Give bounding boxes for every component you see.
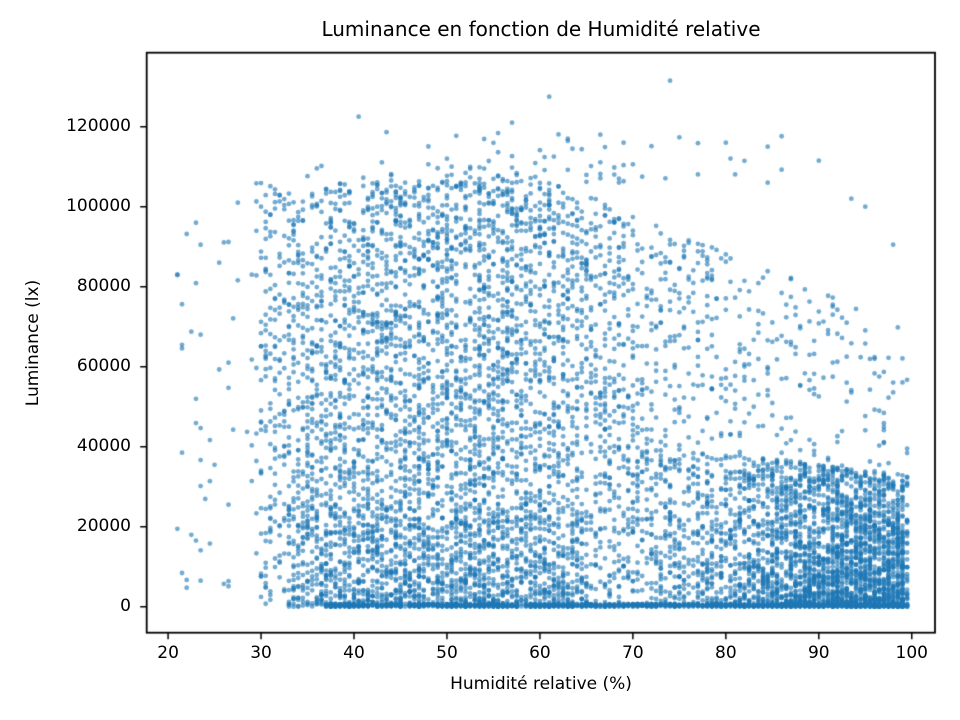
x-axis-label: Humidité relative (%) (450, 674, 632, 694)
x-tick-label: 50 (436, 643, 458, 663)
y-axis-label: Luminance (lx) (23, 279, 43, 407)
y-tick-label: 80000 (76, 276, 131, 297)
y-tick-label: 120000 (66, 116, 131, 137)
x-tick-label: 60 (529, 643, 551, 663)
x-tick-label: 20 (157, 643, 179, 663)
y-tick-label: 20000 (76, 516, 131, 537)
x-tick-label: 40 (343, 643, 365, 663)
x-tick-label: 30 (250, 643, 272, 663)
chart-title: Luminance en fonction de Humidité relati… (321, 17, 761, 41)
y-tick-label: 40000 (76, 436, 131, 457)
x-tick-label: 100 (895, 643, 928, 663)
y-tick-label: 100000 (66, 196, 131, 217)
y-tick-label: 60000 (76, 356, 131, 377)
x-tick-label: 90 (807, 643, 830, 663)
x-tick-label: 80 (715, 643, 737, 663)
y-tick-label: 0 (120, 596, 131, 617)
x-tick-label: 70 (622, 643, 644, 663)
